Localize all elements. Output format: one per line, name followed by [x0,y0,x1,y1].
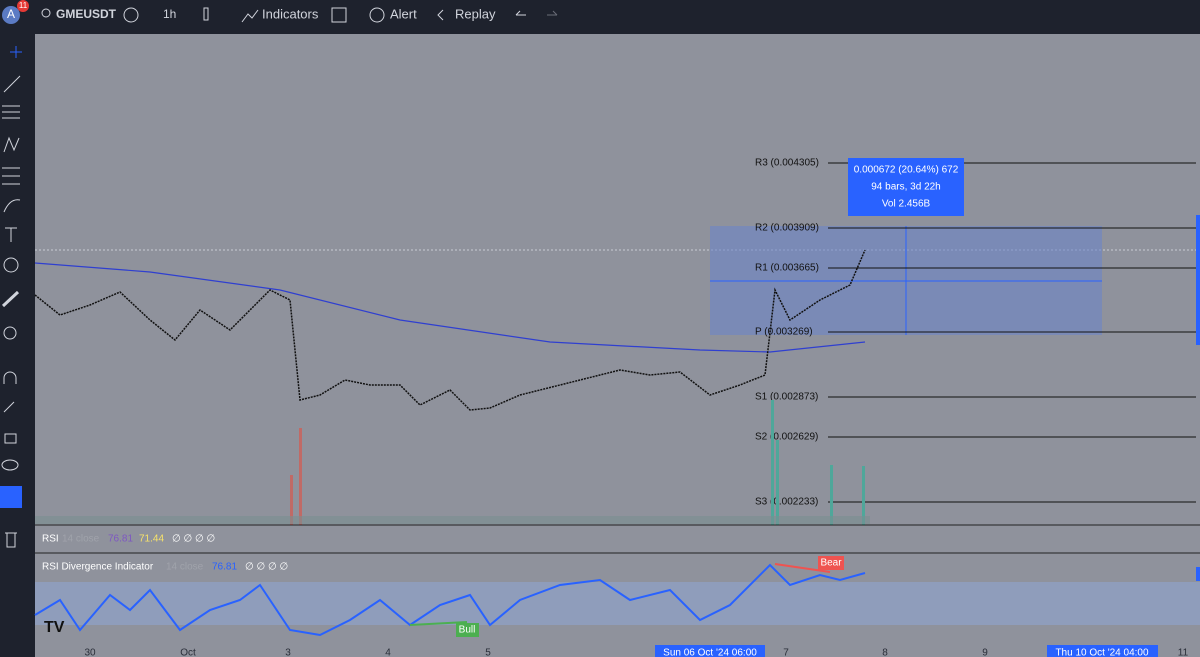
pivot-label: R3 (0.004305) [755,158,819,169]
pivot-label: S3 (0.002233) [755,497,818,508]
time-label: 4 [385,648,391,657]
rsi-div-empty: ∅ ∅ ∅ ∅ [245,562,288,573]
top-bar [0,0,1200,30]
bull-divergence [409,621,468,626]
bear-label [818,556,844,570]
chart-type[interactable] [203,7,209,21]
pivot-label: R2 (0.003909) [755,223,819,234]
volume-bar [830,465,833,525]
measure-volume: Vol 2.456B [882,199,931,210]
measure-tooltip [848,158,964,216]
bear-divergence [774,563,831,573]
redo[interactable] [547,10,558,16]
rsi-ma-value: 71.44 [139,534,164,545]
replay-icon [437,9,444,21]
rsi-scale-marker [1196,567,1200,581]
volume-bar [299,428,302,525]
tv-logo: TV [44,619,65,636]
time-label: 8 [882,648,888,657]
crosshair-time-end [1047,645,1158,657]
rsi-name: RSI [42,534,59,545]
rsi-value: 76.81 [108,534,133,545]
add-symbol[interactable] [123,7,139,23]
time-label: 5 [485,648,491,657]
volume-bar [290,475,293,525]
interval[interactable]: 1h [163,7,176,21]
time-label: 11 [1178,648,1189,657]
badge-count: 11 [19,1,28,10]
drawing-tools [0,46,22,548]
delete-tool[interactable] [5,532,17,548]
lock-draw-tool[interactable] [3,401,15,413]
avatar[interactable] [2,6,20,24]
rsi-band [35,582,1200,625]
symbol[interactable]: GMEUSDT [56,7,117,21]
pivot-label: S1 (0.002873) [755,392,818,403]
indicators-icon [241,9,259,23]
crosshair-time-end-label: Thu 10 Oct '24 04:00 [1055,648,1149,657]
templates[interactable] [331,7,347,23]
pivot-label: S2 (0.002629) [755,432,818,443]
avatar-letter: A [7,7,15,21]
pivot-label: P (0.003269) [755,327,813,338]
badge [17,0,29,12]
rsi-div-value: 76.81 [212,562,237,573]
text-tool[interactable] [5,227,17,242]
volume-bar [776,440,779,525]
pivot-label: R1 (0.003665) [755,263,819,274]
indicators[interactable]: Indicators [262,6,319,21]
crosshair-time-start [655,645,765,657]
rsi-line [34,563,866,637]
time-label: 9 [982,648,988,657]
alert[interactable]: Alert [390,6,417,21]
rsi-div-params: 14 close [166,562,204,573]
lock-tool[interactable] [4,433,17,444]
fib-tool[interactable] [2,105,20,119]
left-toolbar [0,30,33,657]
bear-text: Bear [820,558,842,569]
time-label: 30 [84,648,96,657]
crosshair-time-start-label: Sun 06 Oct '24 06:00 [663,648,757,657]
time-label: Oct [180,648,196,657]
link-tool[interactable] [0,486,22,508]
volume-bar [771,400,774,525]
replay[interactable]: Replay [455,6,496,21]
bull-label [456,623,479,637]
volume-bar [862,466,865,525]
rsi-params: 14 close [62,534,100,545]
rsi-empty: ∅ ∅ ∅ ∅ [172,534,215,545]
measure-change: 0.000672 (20.64%) 672 [854,165,959,176]
brush-tool[interactable] [3,199,21,213]
moving-average [34,262,866,353]
search-icon [41,8,51,18]
price-scale-marker [1196,215,1200,345]
visibility-tool[interactable] [1,459,19,471]
rsi-div-name: RSI Divergence Indicator [42,562,154,573]
measure-tool[interactable] [1,290,20,308]
pivot-levels: R3 (0.004305) R2 (0.003909) R1 (0.003665) P… [755,158,1196,508]
time-axis: 30 Oct 3 4 5 7 8 9 11 [84,648,1188,657]
volume [35,400,870,525]
undo[interactable] [515,10,526,16]
zoom-tool[interactable] [3,326,17,340]
time-label: 7 [783,648,789,657]
measure-bars: 94 bars, 3d 22h [871,182,941,193]
time-label: 3 [285,648,291,657]
magnet-tool[interactable] [3,371,17,384]
alert-icon [369,7,385,23]
pattern-tool[interactable] [3,136,20,153]
trend-line-tool[interactable] [3,75,21,93]
price-candles [34,249,866,411]
prediction-tool[interactable] [2,167,20,185]
bull-text: Bull [459,625,476,636]
crosshair-tool[interactable] [10,46,22,58]
icon-tool[interactable] [3,257,19,273]
